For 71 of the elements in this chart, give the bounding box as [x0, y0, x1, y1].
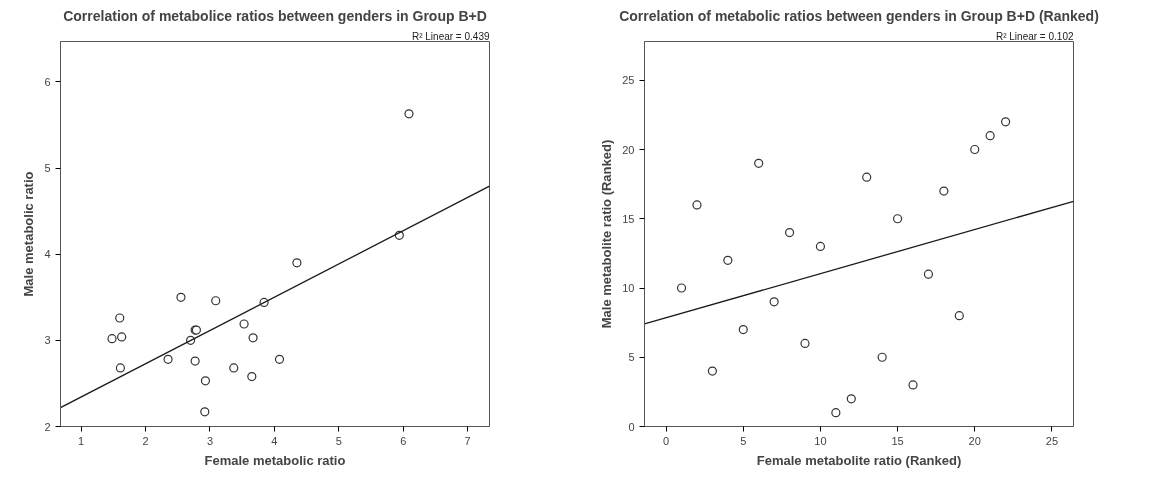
- x-tick-label: 5: [740, 434, 747, 447]
- point: [954, 311, 964, 321]
- y-tick-label: 0: [628, 420, 635, 433]
- point: [239, 319, 249, 329]
- y-tick-label: 25: [622, 74, 635, 87]
- point: [211, 296, 221, 306]
- point: [190, 356, 200, 366]
- chart-title: Correlation of metabolic ratios between genders in Group B+D (Ranked): [619, 7, 1099, 24]
- y-tick-label: 10: [622, 282, 635, 295]
- y-axis-title: Male metabolic ratio: [21, 171, 37, 297]
- annotation: R² Linear = 0.439: [411, 30, 490, 42]
- y-tick-label: 20: [622, 143, 635, 156]
- point: [176, 292, 186, 302]
- point: [970, 144, 980, 155]
- point: [248, 333, 258, 343]
- point: [247, 371, 257, 382]
- point: [923, 269, 934, 279]
- point: [985, 131, 995, 141]
- y-tick-label: 4: [44, 248, 51, 261]
- point: [115, 363, 126, 373]
- point: [200, 407, 210, 417]
- point: [292, 258, 302, 268]
- point: [769, 297, 779, 307]
- x-tick-label: 25: [1045, 434, 1059, 447]
- point: [831, 408, 841, 418]
- y-tick-label: 5: [628, 351, 635, 364]
- point: [800, 338, 810, 348]
- y-tick-label: 5: [44, 162, 51, 175]
- point: [229, 363, 239, 373]
- point: [163, 354, 173, 364]
- y-tick-label: 2: [44, 420, 51, 433]
- point: [846, 394, 856, 404]
- x-tick-label: 15: [891, 434, 904, 447]
- x-tick-label: 0: [663, 434, 670, 447]
- point: [939, 186, 949, 196]
- point: [877, 352, 887, 362]
- x-tick-label: 10: [814, 434, 827, 447]
- point: [862, 172, 872, 182]
- point: [707, 366, 717, 376]
- x-axis-title: Female metabolic ratio: [204, 452, 346, 468]
- point: [908, 380, 918, 390]
- y-tick-label: 15: [622, 212, 635, 225]
- point: [784, 228, 795, 238]
- point: [754, 158, 764, 168]
- point: [676, 283, 687, 293]
- point: [117, 332, 127, 342]
- x-tick-label: 3: [206, 434, 214, 447]
- point: [274, 354, 285, 364]
- x-axis-title: Female metabolite ratio (Ranked): [756, 452, 962, 468]
- point: [1001, 117, 1011, 127]
- point: [723, 255, 733, 265]
- point: [738, 324, 748, 335]
- x-tick-label: 2: [142, 434, 149, 447]
- point: [892, 214, 903, 224]
- x-tick-label: 7: [464, 434, 471, 447]
- point: [692, 200, 702, 210]
- chart-title: Correlation of metabolice ratios between genders in Group B+D: [63, 7, 487, 24]
- y-axis-title: Male metabolite ratio (Ranked): [599, 139, 615, 329]
- x-tick-label: 6: [400, 434, 407, 447]
- point: [115, 313, 125, 323]
- x-tick-label: 5: [335, 434, 342, 447]
- y-tick-label: 3: [44, 334, 51, 347]
- text: R² Linear = 0.102: [995, 30, 1074, 42]
- point: [200, 376, 211, 386]
- y-tick-label: 6: [44, 75, 51, 88]
- point: [404, 109, 414, 119]
- x-tick-label: 4: [271, 434, 278, 447]
- point: [107, 334, 117, 344]
- point: [815, 241, 826, 252]
- x-tick-label: 1: [78, 434, 85, 447]
- x-tick-label: 20: [968, 434, 981, 447]
